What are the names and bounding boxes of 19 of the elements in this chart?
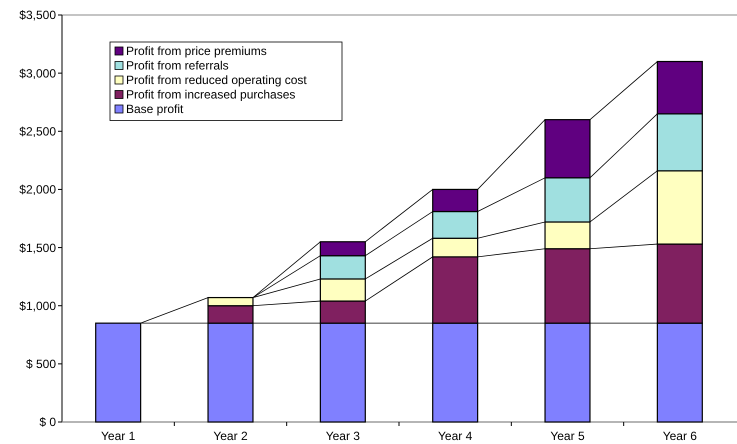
x-tick-label: Year 4 [438,429,473,443]
x-tick-label: Year 3 [326,429,360,443]
x-tick-label: Year 2 [213,429,248,443]
legend-label: Profit from referrals [126,58,229,73]
y-tick-label: $3,000 [19,66,56,80]
y-tick-label: $2,000 [19,182,56,197]
legend-label: Profit from increased purchases [126,88,296,102]
y-tick-label: $2,500 [19,124,56,138]
x-tick-label: Year 5 [550,429,585,443]
legend-label: Base profit [126,102,184,116]
y-tick-label: $1,500 [19,240,56,255]
legend-label: Profit from reduced operating cost [126,73,308,88]
x-tick-label: Year 6 [662,429,698,443]
y-tick-label: $3,500 [19,8,56,22]
y-tick-label: $ 0 [39,415,56,430]
y-tick-label: $ 500 [26,357,56,372]
x-tick-label: Year 1 [101,429,136,443]
legend-label: Profit from price premiums [126,44,267,58]
y-tick-label: $1,000 [19,298,56,313]
